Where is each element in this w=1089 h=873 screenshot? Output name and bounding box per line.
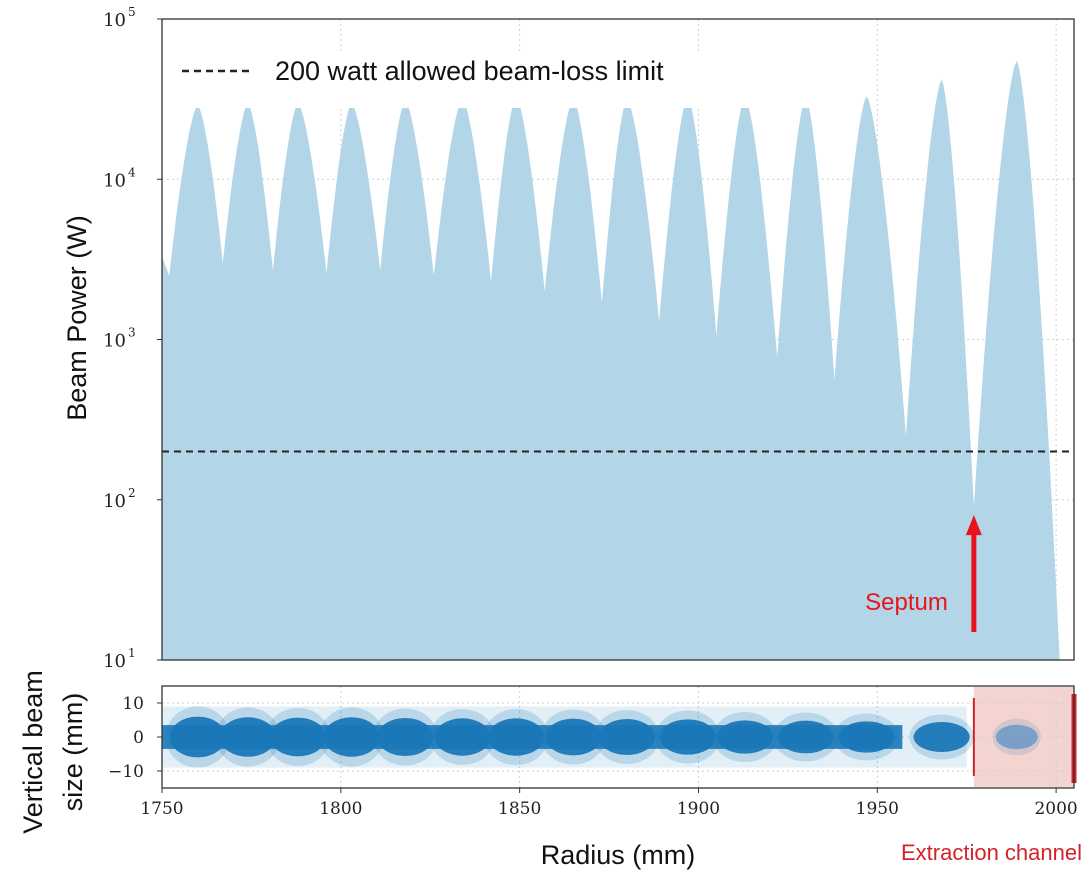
top-y-tick-exponent: 5 xyxy=(128,5,136,19)
top-y-tick-label: 10 xyxy=(103,491,126,512)
top-plot-frame xyxy=(161,18,1075,661)
beam-power-y-label: Beam Power (W) xyxy=(62,215,92,421)
septum-arrow xyxy=(965,515,982,632)
bottom-x-tick-label: 1850 xyxy=(498,799,541,819)
beam-scatter xyxy=(162,706,1041,768)
top-y-tick-exponent: 4 xyxy=(128,165,136,179)
top-y-tick-exponent: 3 xyxy=(128,326,136,340)
beam-power-area xyxy=(162,60,1060,660)
bottom-x-tick-label: 1750 xyxy=(140,799,183,819)
top-y-tick-exponent: 2 xyxy=(128,486,136,500)
vertical-size-panel: 10 0 −10 1750 1800 1850 1900 1950 2000 Vertical… xyxy=(18,670,1082,870)
extraction-channel-label: Extraction channel xyxy=(901,840,1082,865)
top-y-tick-label: 10 xyxy=(103,651,126,672)
septum-label: Septum xyxy=(865,589,948,616)
legend-box xyxy=(170,52,820,108)
top-y-tick-label: 10 xyxy=(103,170,126,191)
bottom-x-tick-label: 1800 xyxy=(319,799,362,819)
radius-x-label: Radius (mm) xyxy=(541,840,696,870)
bottom-plot-frame xyxy=(161,685,1075,789)
legend-label: 200 watt allowed beam-loss limit xyxy=(275,56,664,86)
bottom-x-tick-label: 1950 xyxy=(856,799,899,819)
top-y-tick-label: 10 xyxy=(103,331,126,352)
bottom-y-ticks: 10 0 −10 xyxy=(108,694,162,782)
top-y-tick-exponent: 1 xyxy=(128,646,136,660)
vertical-size-y-label-line2: size (mm) xyxy=(58,693,88,811)
top-y-tick-label: 10 xyxy=(103,10,126,31)
bottom-y-tick-label: −10 xyxy=(108,762,144,782)
beam-core xyxy=(162,725,903,749)
bottom-y-tick-label: 0 xyxy=(133,728,144,748)
bottom-x-tick-label: 2000 xyxy=(1034,799,1077,819)
beam-turn xyxy=(995,724,1038,750)
bottom-x-ticks: 1750 1800 1850 1900 1950 2000 xyxy=(140,788,1078,819)
beam-turn xyxy=(913,722,970,752)
bottom-y-tick-label: 10 xyxy=(122,694,144,714)
vertical-size-y-label-line1: Vertical beam xyxy=(18,670,48,834)
bottom-x-tick-label: 1900 xyxy=(677,799,720,819)
